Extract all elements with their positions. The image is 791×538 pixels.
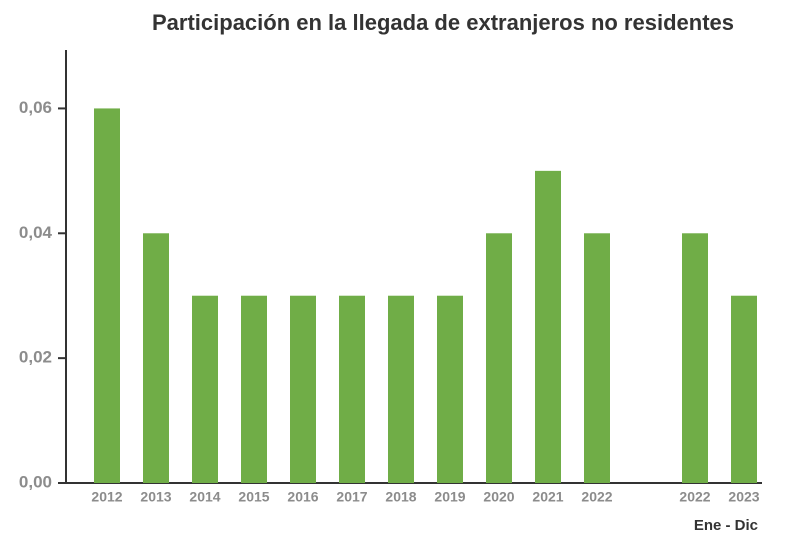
annotation: Ene - Dic (694, 517, 758, 534)
x-tick-label: 2023 (728, 489, 759, 505)
x-tick-label: 2021 (532, 489, 563, 505)
bar (535, 170, 561, 483)
bar (290, 295, 316, 483)
x-tick-label: 2015 (238, 489, 269, 505)
bar (339, 295, 365, 483)
x-tick-label: 2016 (287, 489, 318, 505)
bar (437, 295, 463, 483)
bar (94, 108, 120, 483)
y-tick-label: 0,02 (19, 348, 52, 367)
bar (143, 233, 169, 483)
x-tick-label: 2020 (483, 489, 514, 505)
x-tick-label: 2017 (336, 489, 367, 505)
x-tick-label: 2014 (189, 489, 220, 505)
bar (241, 295, 267, 483)
y-tick-label: 0,00 (19, 472, 52, 491)
bar (682, 233, 708, 483)
x-tick-label: 2022 (581, 489, 612, 505)
x-tick-label: 2012 (91, 489, 122, 505)
bar (192, 295, 218, 483)
x-tick-label: 2018 (385, 489, 416, 505)
y-tick-label: 0,06 (19, 98, 52, 117)
chart-title: Participación en la llegada de extranjer… (152, 10, 734, 35)
y-tick-label: 0,04 (19, 223, 53, 242)
bar (584, 233, 610, 483)
bar (731, 295, 757, 483)
x-tick-label: 2013 (140, 489, 171, 505)
bar (486, 233, 512, 483)
bar (388, 295, 414, 483)
x-tick-label: 2019 (434, 489, 465, 505)
x-tick-label: 2022 (679, 489, 710, 505)
